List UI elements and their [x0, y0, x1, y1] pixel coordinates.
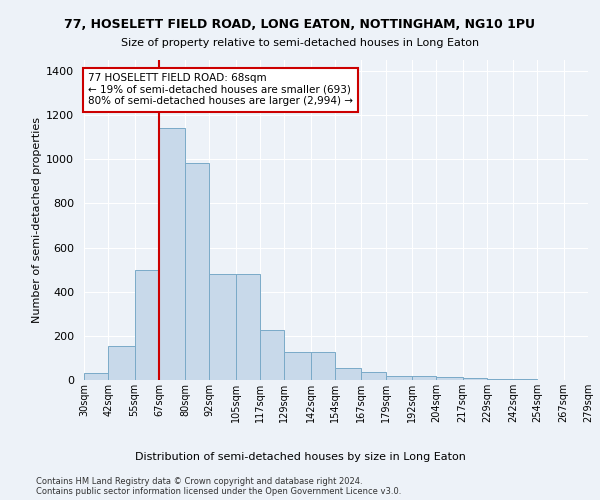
Bar [335, 368, 361, 380]
Bar [260, 330, 284, 380]
Bar [185, 162, 209, 380]
Bar [134, 270, 159, 380]
Bar [236, 274, 260, 380]
Y-axis label: Number of semi-detached properties: Number of semi-detached properties [32, 117, 42, 323]
Text: Size of property relative to semi-detached houses in Long Eaton: Size of property relative to semi-detach… [121, 38, 479, 48]
Bar [284, 352, 311, 380]
Text: Contains HM Land Registry data © Crown copyright and database right 2024.: Contains HM Land Registry data © Crown c… [36, 477, 362, 486]
Bar [412, 376, 436, 380]
Bar [361, 372, 386, 380]
Text: 77 HOSELETT FIELD ROAD: 68sqm
← 19% of semi-detached houses are smaller (693)
80: 77 HOSELETT FIELD ROAD: 68sqm ← 19% of s… [88, 73, 353, 106]
Bar [209, 274, 236, 380]
Bar [311, 352, 335, 380]
Text: Contains public sector information licensed under the Open Government Licence v3: Contains public sector information licen… [36, 487, 401, 496]
Bar [463, 378, 487, 380]
Text: Distribution of semi-detached houses by size in Long Eaton: Distribution of semi-detached houses by … [134, 452, 466, 462]
Bar [108, 346, 134, 380]
Bar [487, 379, 513, 380]
Bar [84, 374, 108, 380]
Bar [436, 378, 463, 380]
Bar [159, 128, 185, 380]
Text: 77, HOSELETT FIELD ROAD, LONG EATON, NOTTINGHAM, NG10 1PU: 77, HOSELETT FIELD ROAD, LONG EATON, NOT… [65, 18, 536, 30]
Bar [386, 376, 412, 380]
